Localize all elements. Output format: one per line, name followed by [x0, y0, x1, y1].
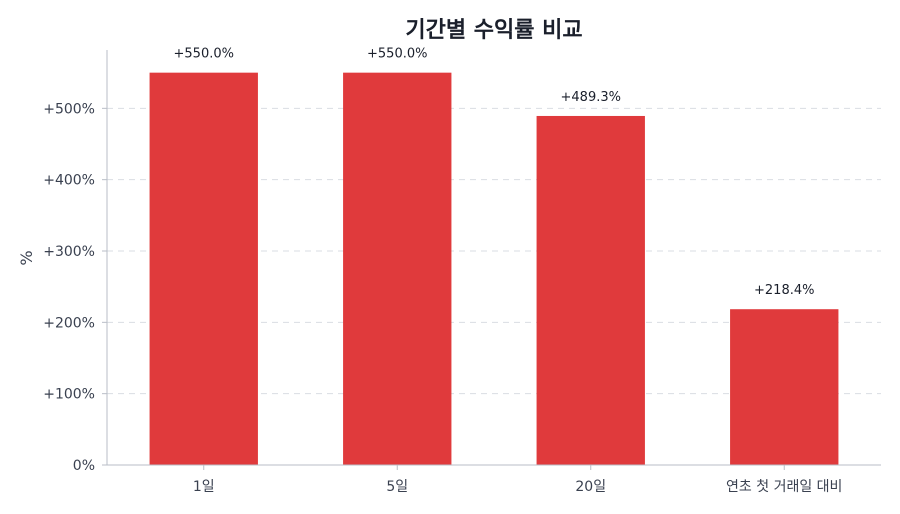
- y-tick-label: 0%: [73, 458, 95, 474]
- x-tick-label: 20일: [575, 479, 606, 495]
- y-tick-labels: 0% +100% +200% +300% +400% +500%: [43, 101, 107, 474]
- data-label: +550.0%: [174, 47, 234, 62]
- data-labels: +550.0% +550.0% +489.3% +218.4%: [174, 47, 815, 299]
- bar: [149, 72, 258, 466]
- chart-title: 기간별 수익률 비교: [405, 18, 582, 43]
- data-label: +218.4%: [754, 283, 814, 298]
- y-axis-label: %: [17, 250, 36, 265]
- y-tick-label: +500%: [43, 101, 95, 117]
- bar: [536, 115, 645, 465]
- x-tick-label: 5일: [386, 479, 408, 495]
- x-tick-label: 연초 첫 거래일 대비: [726, 479, 842, 495]
- x-tick-labels: 1일 5일 20일 연초 첫 거래일 대비: [193, 465, 842, 495]
- bar: [343, 72, 452, 466]
- data-label: +489.3%: [561, 90, 621, 105]
- bars: [149, 72, 839, 466]
- x-tick-label: 1일: [193, 479, 215, 495]
- data-label: +550.0%: [367, 47, 427, 62]
- axes: [106, 50, 881, 466]
- gridlines: [107, 107, 881, 395]
- y-tick-label: +400%: [43, 173, 95, 189]
- y-tick-label: +100%: [43, 387, 95, 403]
- y-tick-label: +200%: [43, 315, 95, 331]
- y-tick-label: +300%: [43, 244, 95, 260]
- bar: [730, 309, 839, 465]
